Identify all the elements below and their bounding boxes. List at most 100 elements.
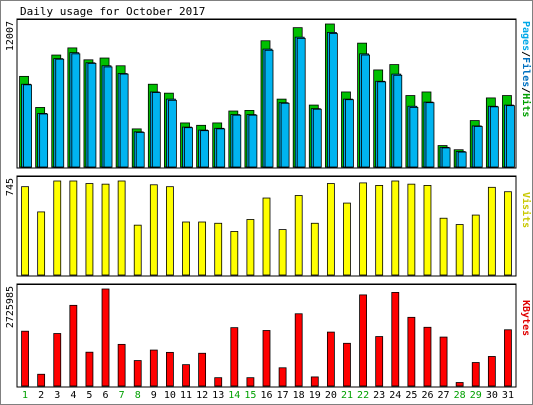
x-label-day-13: 13 bbox=[212, 390, 224, 401]
legend-files: Files bbox=[520, 57, 532, 87]
bar-kbytes-day-4 bbox=[69, 304, 78, 387]
bar-pages-day-13 bbox=[216, 128, 226, 168]
bar-kbytes-day-24 bbox=[391, 292, 400, 387]
bar-kbytes-day-10 bbox=[166, 351, 174, 387]
bar-pages-day-10 bbox=[168, 99, 177, 168]
bar-kbytes-day-2 bbox=[37, 373, 46, 387]
legend-hits: Hits bbox=[520, 93, 532, 117]
bar-kbytes-day-21 bbox=[343, 342, 351, 387]
bar-kbytes-day-19 bbox=[310, 376, 319, 387]
bar-visits-day-29 bbox=[471, 214, 480, 276]
bar-kbytes-day-5 bbox=[85, 351, 94, 387]
legend-hits-files-pages: Pages/Files/Hits bbox=[520, 21, 532, 117]
x-label-day-5: 5 bbox=[86, 390, 92, 401]
bar-pages-day-8 bbox=[135, 132, 145, 168]
x-label-day-21: 21 bbox=[341, 390, 353, 401]
bar-pages-day-9 bbox=[151, 92, 161, 168]
bar-visits-day-25 bbox=[407, 183, 416, 276]
x-label-day-20: 20 bbox=[325, 390, 337, 401]
bar-kbytes-day-22 bbox=[359, 294, 367, 387]
bar-kbytes-day-30 bbox=[487, 356, 496, 387]
bar-kbytes-day-9 bbox=[149, 349, 158, 387]
x-label-day-8: 8 bbox=[135, 390, 141, 401]
bar-visits-day-27 bbox=[439, 217, 448, 276]
bar-kbytes-day-13 bbox=[214, 377, 223, 387]
bar-kbytes-day-16 bbox=[262, 330, 271, 387]
x-label-day-7: 7 bbox=[119, 390, 125, 401]
bar-kbytes-day-26 bbox=[423, 326, 432, 387]
bar-visits-day-21 bbox=[343, 202, 351, 276]
bar-kbytes-day-6 bbox=[101, 288, 110, 387]
x-label-day-4: 4 bbox=[70, 390, 76, 401]
bar-pages-day-30 bbox=[489, 106, 499, 168]
bar-visits-day-5 bbox=[85, 183, 94, 276]
bar-visits-day-31 bbox=[504, 191, 512, 276]
bar-visits-day-23 bbox=[375, 185, 384, 276]
bar-pages-day-2 bbox=[39, 113, 49, 168]
legend-sep-1: / bbox=[520, 51, 531, 57]
bar-visits-day-10 bbox=[166, 186, 174, 276]
bar-kbytes-day-11 bbox=[182, 364, 190, 387]
x-label-day-9: 9 bbox=[151, 390, 157, 401]
x-label-day-18: 18 bbox=[293, 390, 305, 401]
bar-visits-day-17 bbox=[278, 229, 287, 276]
bar-kbytes-day-3 bbox=[53, 333, 62, 387]
bar-pages-day-7 bbox=[119, 73, 129, 168]
bar-kbytes-day-29 bbox=[471, 362, 480, 387]
bar-pages-day-27 bbox=[441, 147, 451, 168]
bar-kbytes-day-18 bbox=[294, 313, 303, 387]
bar-pages-day-16 bbox=[264, 49, 274, 168]
bar-pages-day-18 bbox=[296, 37, 306, 168]
bar-visits-day-24 bbox=[391, 180, 400, 276]
x-label-day-24: 24 bbox=[389, 390, 401, 401]
bar-visits-day-18 bbox=[294, 195, 303, 276]
x-label-day-17: 17 bbox=[277, 390, 289, 401]
bar-pages-day-14 bbox=[232, 114, 242, 168]
bar-pages-day-17 bbox=[280, 102, 290, 168]
bar-pages-day-23 bbox=[377, 81, 387, 168]
bar-pages-day-11 bbox=[184, 127, 193, 168]
x-label-day-22: 22 bbox=[357, 390, 369, 401]
legend-visits-text: Visits bbox=[520, 192, 532, 228]
x-label-day-29: 29 bbox=[470, 390, 482, 401]
bar-pages-day-20 bbox=[328, 33, 338, 168]
legend-sep-2: / bbox=[520, 87, 531, 93]
bar-visits-day-28 bbox=[455, 224, 464, 276]
bar-pages-day-19 bbox=[312, 108, 322, 168]
bar-visits-day-14 bbox=[230, 231, 239, 276]
bar-pages-day-3 bbox=[55, 58, 65, 168]
x-label-day-15: 15 bbox=[244, 390, 256, 401]
legend-pages: Pages bbox=[520, 21, 531, 51]
x-label-day-27: 27 bbox=[438, 390, 450, 401]
bar-kbytes-day-27 bbox=[439, 336, 448, 387]
x-label-day-30: 30 bbox=[486, 390, 498, 401]
bar-pages-day-1 bbox=[23, 84, 32, 168]
x-label-day-6: 6 bbox=[103, 390, 109, 401]
x-label-day-23: 23 bbox=[373, 390, 385, 401]
bar-visits-day-12 bbox=[198, 221, 207, 276]
bar-visits-day-22 bbox=[359, 182, 367, 276]
bar-visits-day-9 bbox=[149, 184, 158, 276]
bar-visits-day-2 bbox=[37, 211, 46, 276]
x-label-day-19: 19 bbox=[309, 390, 321, 401]
y-max-label: 12007 bbox=[5, 21, 16, 51]
legend-kbytes: KBytes bbox=[520, 300, 531, 336]
bar-pages-day-15 bbox=[248, 114, 258, 168]
bar-kbytes-day-15 bbox=[246, 377, 255, 387]
bar-visits-day-26 bbox=[423, 185, 432, 276]
bar-kbytes-day-12 bbox=[198, 352, 207, 387]
bar-visits-day-30 bbox=[487, 186, 496, 276]
bar-pages-day-22 bbox=[361, 54, 370, 168]
bar-visits-day-15 bbox=[246, 219, 255, 276]
bar-visits-day-3 bbox=[53, 180, 62, 276]
bar-kbytes-day-20 bbox=[326, 331, 335, 387]
x-label-day-1: 1 bbox=[22, 390, 28, 401]
bar-kbytes-day-25 bbox=[407, 316, 416, 387]
legend-text: Pages/Files/Hits bbox=[520, 21, 532, 117]
x-label-day-26: 26 bbox=[421, 390, 433, 401]
title-group: Daily usage for October 2017 bbox=[20, 5, 205, 18]
bar-kbytes-day-8 bbox=[133, 360, 142, 387]
x-label-day-3: 3 bbox=[54, 390, 60, 401]
